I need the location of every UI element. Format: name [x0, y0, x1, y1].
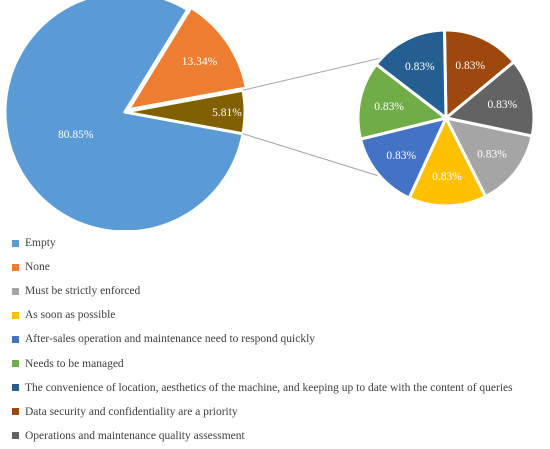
secondary-pie: 0.83% 0.83% 0.83% 0.83% 0.83% 0.83% 0.83%: [356, 28, 536, 208]
legend-item: Must be strictly enforced: [12, 279, 513, 303]
legend-swatch: [12, 287, 19, 295]
legend-item: Empty: [12, 231, 513, 255]
legend-swatch: [12, 384, 19, 392]
legend-swatch: [12, 239, 19, 247]
legend-swatch: [12, 432, 19, 440]
secondary-slice-as-soon-as-possible: [407, 116, 488, 208]
legend-label: Empty: [25, 237, 56, 250]
legend-label: As soon as possible: [25, 309, 116, 322]
secondary-slice-needs-to-be-managed: [356, 62, 448, 141]
secondary-slice-label: 0.83%: [374, 101, 404, 113]
legend-item: As soon as possible: [12, 303, 513, 327]
legend-item: After-sales operation and maintenance ne…: [12, 327, 513, 351]
legend-swatch: [12, 408, 19, 416]
secondary-slice-after-sales-operation-and-maintenance-ne: [359, 116, 448, 200]
connector-line-top: [242, 53, 400, 91]
connector-line-bottom: [242, 133, 400, 183]
main-slice-label: 5.81%: [212, 107, 242, 119]
legend-swatch: [12, 263, 19, 271]
pie-of-pie-chart: 80.85%13.34%5.81%0.83%0.83%0.83%0.83%0.8…: [3, 0, 536, 230]
main-slice-other: [123, 88, 247, 136]
legend-swatch: [12, 360, 19, 368]
legend-label: Data security and confidentiality are a …: [25, 405, 238, 418]
main-slice-empty: [3, 0, 245, 230]
legend-label: After-sales operation and maintenance ne…: [25, 333, 316, 346]
legend-item: Needs to be managed: [12, 351, 513, 375]
legend-label: Operations and maintenance quality asses…: [25, 429, 245, 442]
secondary-slice-label: 0.83%: [432, 171, 462, 183]
chart-legend: Empty None Must be strictly enforced As soo…: [12, 231, 513, 448]
secondary-slice-must-be-strictly-enforced: [444, 116, 534, 199]
legend-item: Data security and confidentiality are a …: [12, 400, 513, 424]
legend-label: Must be strictly enforced: [25, 285, 141, 298]
main-slice-label: 13.34%: [182, 56, 218, 68]
secondary-slice-label: 0.83%: [477, 148, 507, 160]
legend-swatch: [12, 335, 19, 343]
secondary-slice-data-security-and-confidentiality-are-a-: [442, 28, 516, 120]
legend-swatch: [12, 311, 19, 319]
main-slice-label: 80.85%: [58, 129, 94, 141]
secondary-slice-label: 0.83%: [488, 99, 518, 111]
main-pie: 80.85% 13.34% 5.81%: [3, 0, 248, 230]
legend-item: Operations and maintenance quality asses…: [12, 424, 513, 448]
secondary-slice-the-convenience-of-location-aesthetics-o: [374, 28, 448, 120]
secondary-slice-label: 0.83%: [405, 61, 435, 73]
legend-item: The convenience of location, aesthetics …: [12, 376, 513, 400]
legend-label: The convenience of location, aesthetics …: [25, 381, 513, 394]
main-slice-none: [126, 5, 248, 112]
secondary-slice-label: 0.83%: [386, 150, 416, 162]
secondary-slice-operations-and-maintenance-quality-asses: [444, 60, 536, 138]
secondary-slice-label: 0.83%: [455, 60, 485, 72]
legend-label: Needs to be managed: [25, 357, 124, 370]
legend-item: None: [12, 255, 513, 279]
legend-label: None: [25, 261, 50, 274]
